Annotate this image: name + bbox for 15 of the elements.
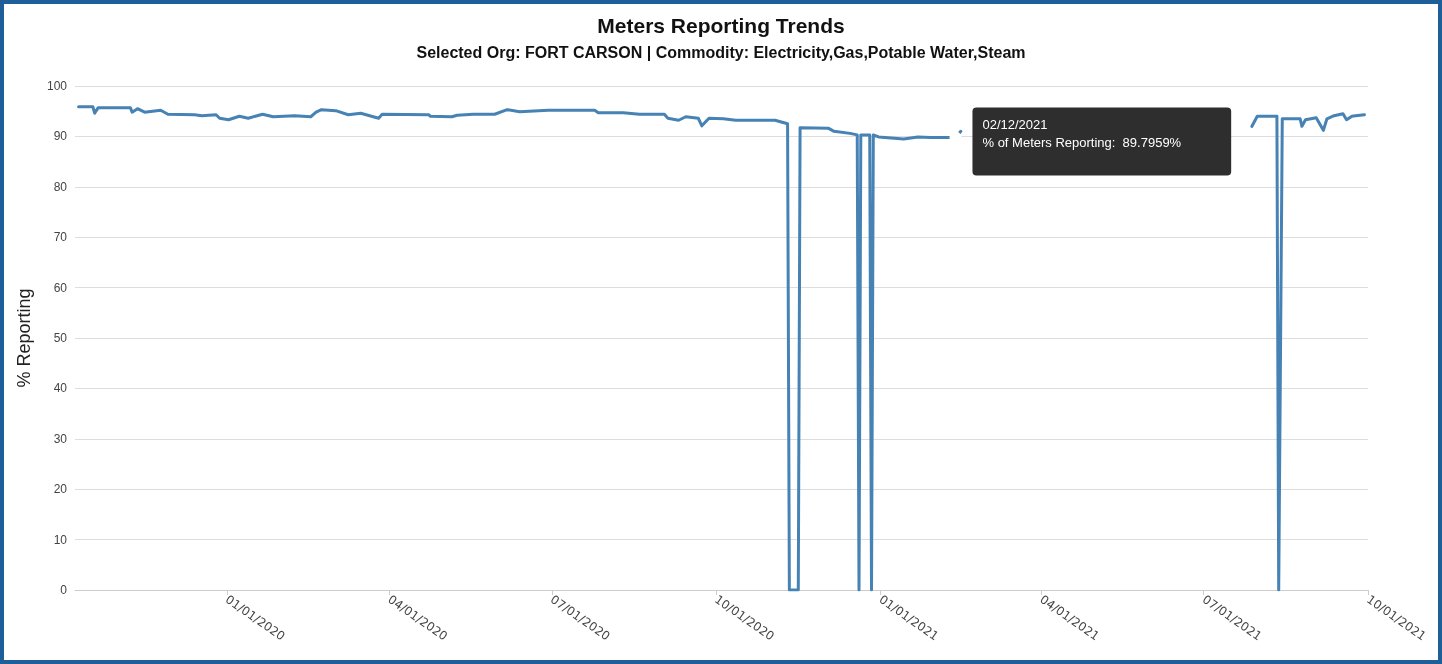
y-tick-label: 50	[53, 331, 68, 345]
y-tick-label: 90	[53, 129, 68, 144]
y-tick-label: 100	[46, 79, 68, 93]
y-tick-label: 70	[53, 230, 68, 245]
y-tick-label: 0	[60, 583, 68, 597]
y-tick-label: 80	[53, 179, 68, 194]
y-tick-label: 20	[53, 482, 68, 497]
y-tick-label: 40	[53, 381, 68, 396]
y-tick-label: 30	[53, 431, 68, 446]
annotation: 02/12/2021 % of Meters Reporting: 89.7959%	[982, 116, 1182, 150]
y-tick-label: 60	[53, 280, 68, 295]
y-tick-label: 10	[53, 532, 68, 547]
chart-title: Meters Reporting Trends	[597, 14, 845, 37]
chart-subtitle: Selected Org: FORT CARSON | Commodity: Electricity,Gas,Potable Water,Steam	[416, 43, 1026, 61]
y-axis-title: % Reporting	[14, 288, 34, 388]
